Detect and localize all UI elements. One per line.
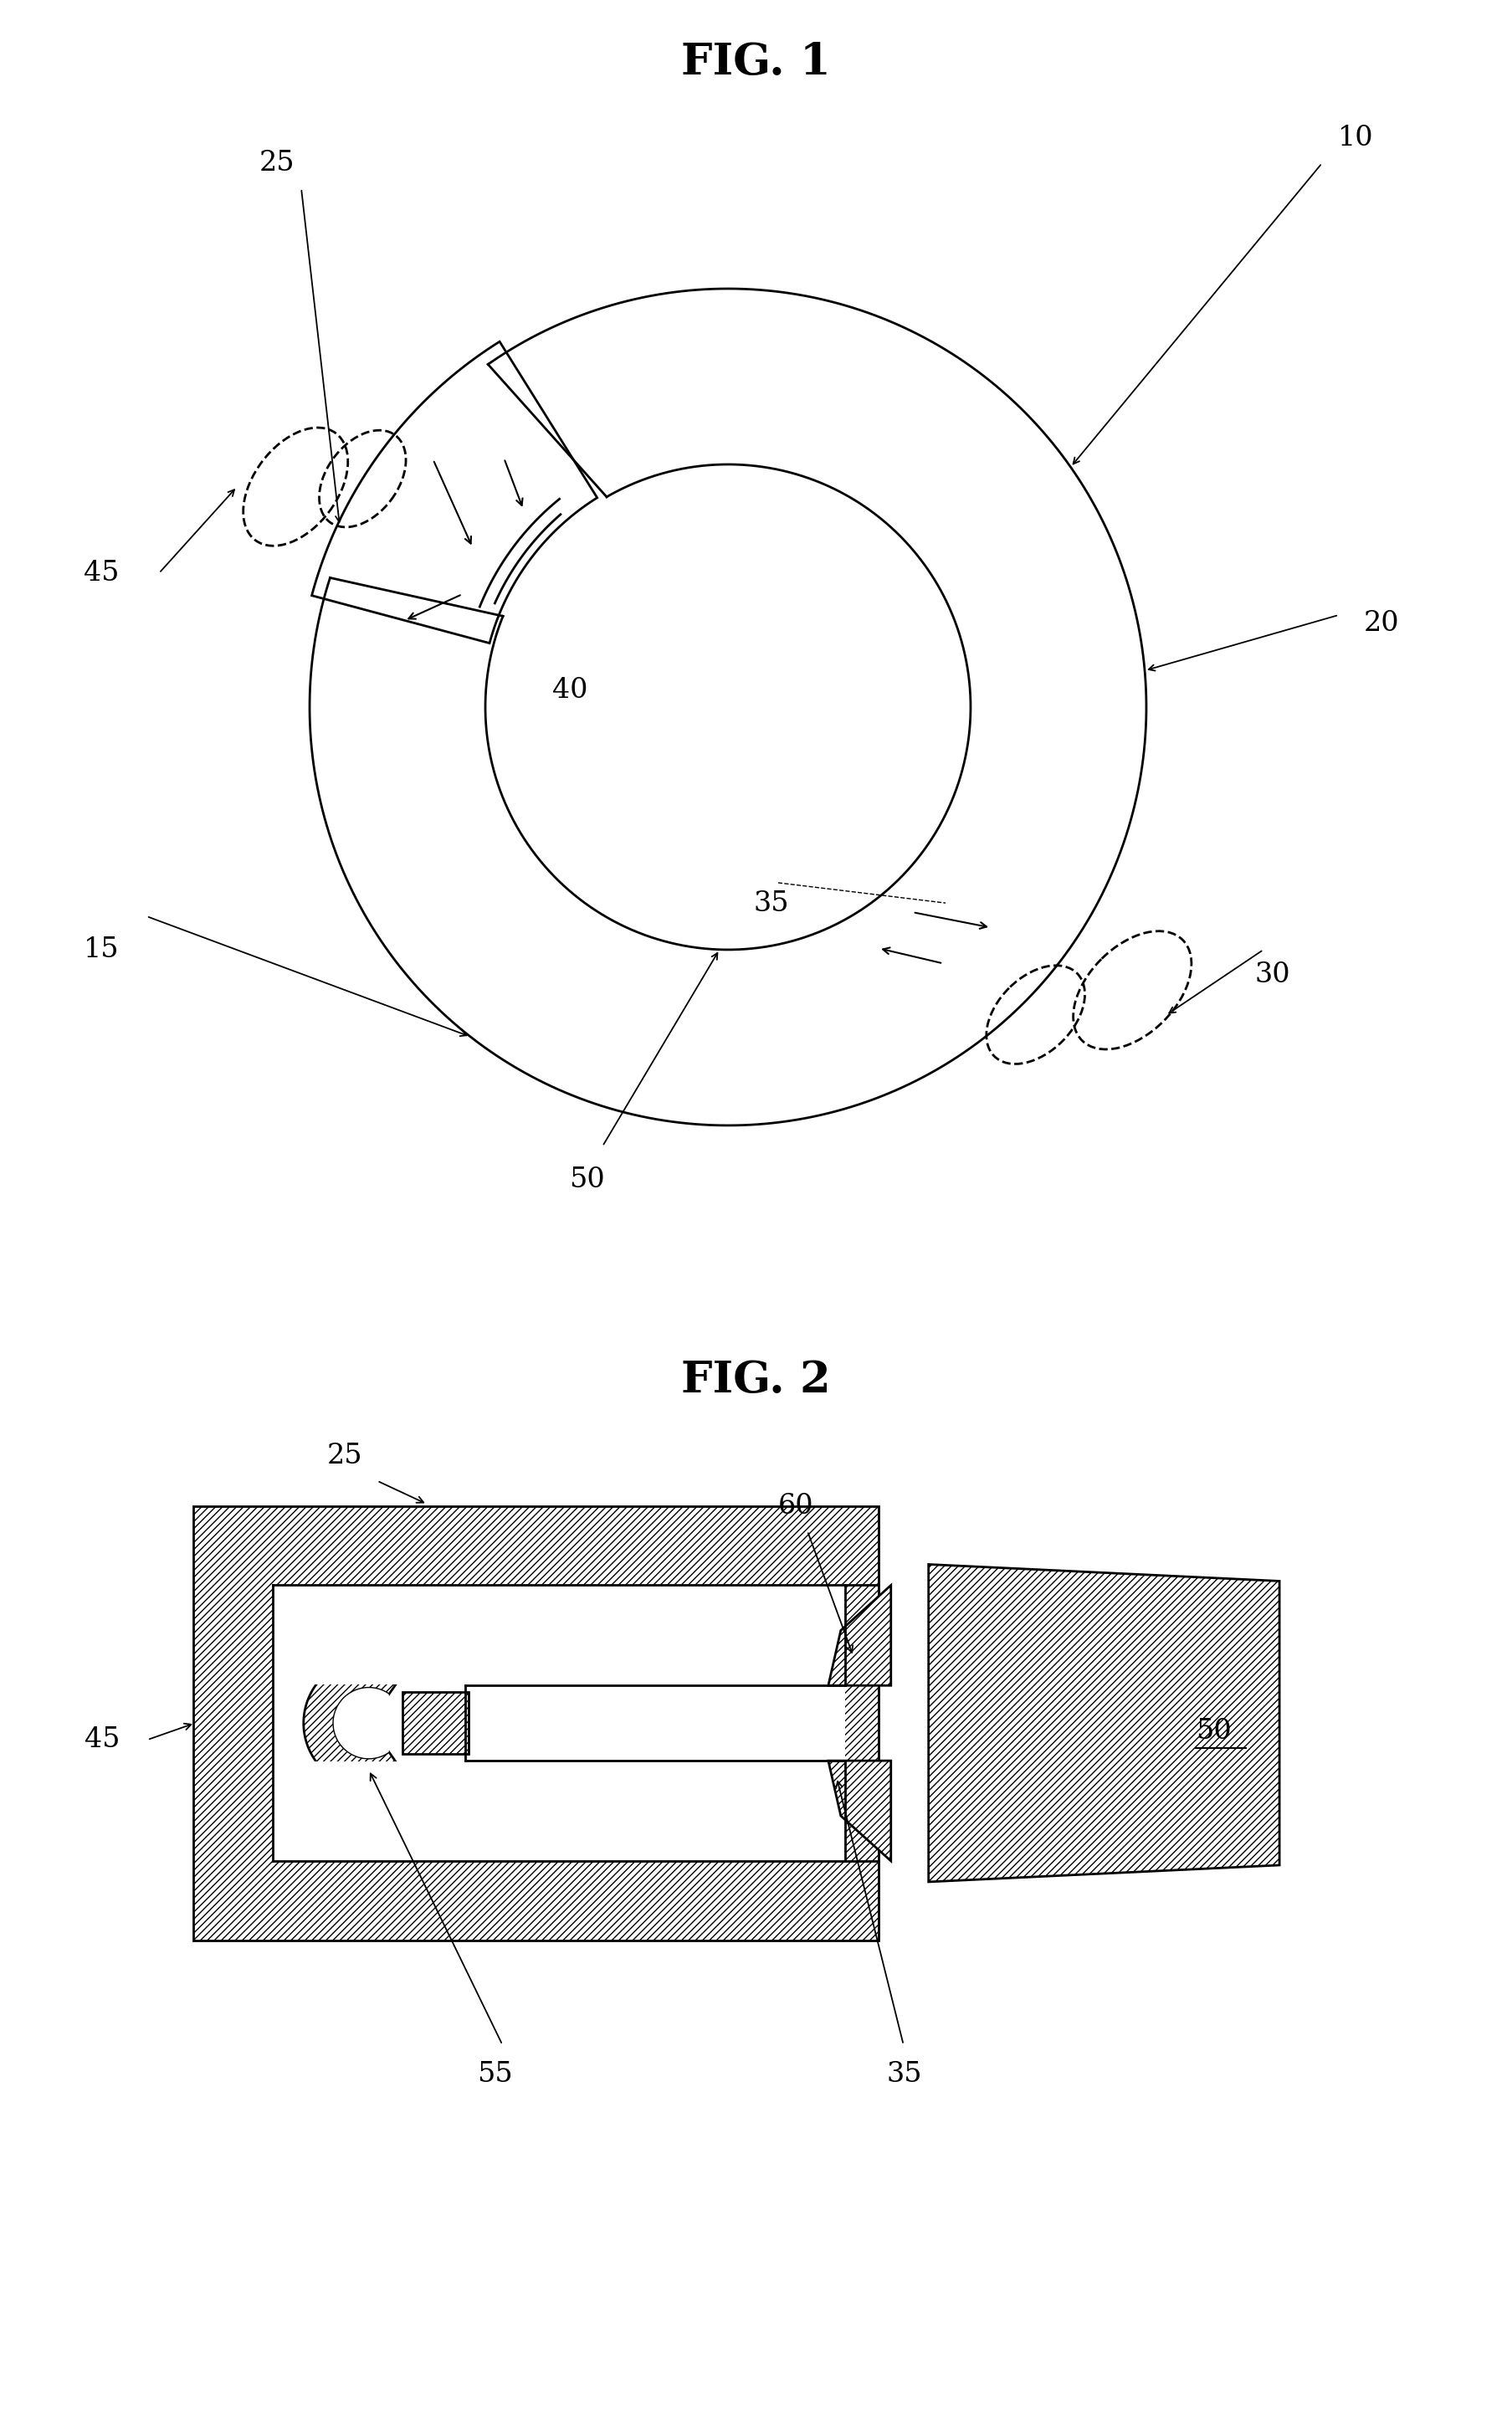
- Text: 30: 30: [1255, 960, 1291, 989]
- Polygon shape: [274, 1761, 827, 1860]
- Text: 45: 45: [83, 560, 119, 587]
- Text: 20: 20: [1364, 611, 1400, 638]
- Text: FIG. 2: FIG. 2: [680, 1358, 830, 1402]
- Polygon shape: [334, 1688, 389, 1758]
- Text: 55: 55: [478, 2061, 513, 2088]
- Text: 50: 50: [1196, 1717, 1232, 1746]
- Text: 40: 40: [552, 677, 588, 703]
- Polygon shape: [274, 1586, 827, 1685]
- Polygon shape: [928, 1564, 1279, 1882]
- Polygon shape: [304, 1659, 407, 1787]
- Polygon shape: [829, 1586, 891, 1685]
- Text: 35: 35: [753, 890, 789, 917]
- Polygon shape: [311, 342, 597, 643]
- Polygon shape: [194, 1506, 878, 1940]
- Text: 25: 25: [260, 150, 295, 177]
- Text: 10: 10: [1338, 124, 1373, 150]
- Text: 25: 25: [327, 1443, 363, 1470]
- Text: 45: 45: [85, 1727, 119, 1753]
- Polygon shape: [464, 1685, 845, 1761]
- Polygon shape: [272, 1586, 845, 1860]
- Polygon shape: [829, 1761, 891, 1860]
- Text: 60: 60: [779, 1491, 813, 1518]
- Text: 35: 35: [886, 2061, 922, 2088]
- Text: 50: 50: [569, 1166, 605, 1193]
- Text: 15: 15: [83, 936, 119, 963]
- Text: FIG. 1: FIG. 1: [680, 41, 830, 85]
- Polygon shape: [402, 1693, 469, 1753]
